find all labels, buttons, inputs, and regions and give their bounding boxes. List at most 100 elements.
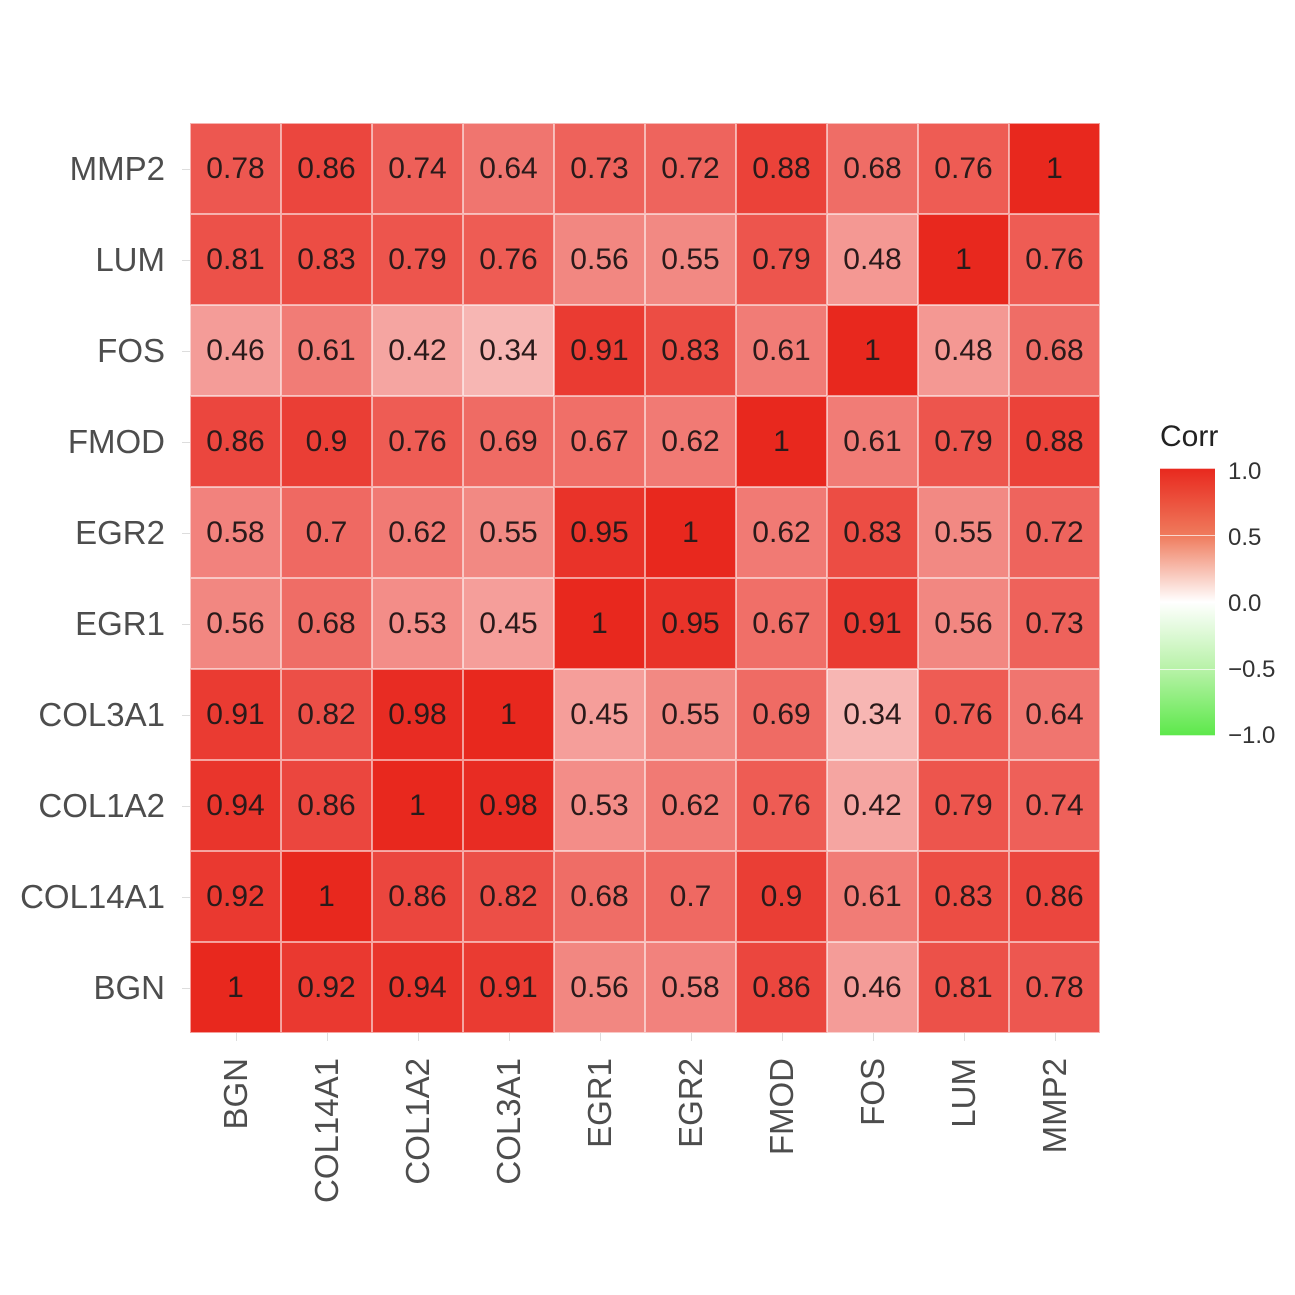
y-axis-label: FMOD [67, 422, 165, 460]
heatmap-cell: 0.73 [1009, 578, 1100, 669]
heatmap-cell: 0.62 [645, 760, 736, 851]
heatmap-cell: 0.79 [918, 760, 1009, 851]
x-axis-label: LUM [944, 1058, 982, 1128]
x-axis-label: COL14A1 [307, 1058, 345, 1203]
legend-label: 0.0 [1228, 590, 1262, 617]
x-axis-label: FMOD [762, 1058, 800, 1156]
heatmap-cell: 0.64 [463, 123, 554, 214]
heatmap-cell: 0.92 [281, 942, 372, 1033]
heatmap-cell: 0.45 [554, 669, 645, 760]
heatmap-cell: 0.76 [918, 123, 1009, 214]
x-axis-label: EGR1 [580, 1058, 618, 1148]
heatmap-cell: 0.34 [463, 305, 554, 396]
heatmap-cell: 0.72 [645, 123, 736, 214]
heatmap-cell: 0.61 [827, 851, 918, 942]
y-axis-tick [182, 987, 190, 989]
heatmap-cell: 1 [554, 578, 645, 669]
heatmap-cell: 0.55 [645, 669, 736, 760]
legend-title: Corr [1160, 420, 1219, 453]
heatmap-cell: 0.61 [736, 305, 827, 396]
heatmap-cell: 0.9 [281, 396, 372, 487]
heatmap-cell: 0.78 [190, 123, 281, 214]
heatmap-cell: 0.61 [281, 305, 372, 396]
y-axis-tick [182, 532, 190, 534]
heatmap-cell: 0.76 [463, 214, 554, 305]
legend-label: 0.5 [1228, 524, 1262, 551]
heatmap-cell: 0.83 [918, 851, 1009, 942]
heatmap-cell: 0.86 [736, 942, 827, 1033]
heatmap-cell: 1 [190, 942, 281, 1033]
heatmap-cell: 0.82 [281, 669, 372, 760]
x-axis-label: COL1A2 [398, 1058, 436, 1185]
x-axis-tick [417, 1033, 419, 1041]
y-axis-tick [182, 350, 190, 352]
heatmap-cell: 0.68 [827, 123, 918, 214]
heatmap-cell: 0.78 [1009, 942, 1100, 1033]
x-axis-tick [235, 1033, 237, 1041]
heatmap-cell: 1 [827, 305, 918, 396]
heatmap-cell: 0.68 [281, 578, 372, 669]
heatmap-cell: 1 [736, 396, 827, 487]
heatmap-cell: 0.73 [554, 123, 645, 214]
heatmap-cell: 0.94 [190, 760, 281, 851]
legend-tick [1160, 468, 1215, 469]
heatmap-cell: 0.76 [1009, 214, 1100, 305]
heatmap-cell: 0.46 [190, 305, 281, 396]
heatmap-cell: 0.81 [918, 942, 1009, 1033]
legend-label: −1.0 [1228, 722, 1276, 749]
heatmap-cell: 0.91 [463, 942, 554, 1033]
y-axis-tick [182, 168, 190, 170]
y-axis-label: LUM [95, 240, 165, 278]
heatmap-cell: 0.9 [736, 851, 827, 942]
heatmap-cell: 0.62 [645, 396, 736, 487]
heatmap-cell: 0.56 [554, 214, 645, 305]
heatmap-cell: 0.42 [372, 305, 463, 396]
heatmap-cell: 0.56 [554, 942, 645, 1033]
x-axis-tick [963, 1033, 965, 1041]
heatmap-cell: 0.98 [463, 760, 554, 851]
heatmap-cell: 0.76 [372, 396, 463, 487]
heatmap-cell: 0.69 [736, 669, 827, 760]
y-axis-tick [182, 714, 190, 716]
legend-tick [1160, 535, 1215, 536]
heatmap-cell: 0.68 [554, 851, 645, 942]
heatmap-cell: 0.82 [463, 851, 554, 942]
heatmap-cell: 0.98 [372, 669, 463, 760]
heatmap-cell: 0.86 [1009, 851, 1100, 942]
heatmap-cell: 0.91 [827, 578, 918, 669]
heatmap-cell: 1 [281, 851, 372, 942]
heatmap-cell: 0.74 [372, 123, 463, 214]
y-axis-tick [182, 896, 190, 898]
heatmap-cell: 0.95 [554, 487, 645, 578]
x-axis-tick [1054, 1033, 1056, 1041]
heatmap-cell: 0.56 [190, 578, 281, 669]
heatmap-cell: 0.86 [281, 760, 372, 851]
legend-tick [1160, 735, 1215, 736]
heatmap-cell: 0.48 [827, 214, 918, 305]
y-axis-label: BGN [93, 968, 165, 1006]
heatmap-cell: 0.76 [736, 760, 827, 851]
heatmap-cell: 1 [645, 487, 736, 578]
x-axis-tick [326, 1033, 328, 1041]
heatmap-cell: 0.81 [190, 214, 281, 305]
heatmap-cell: 0.83 [281, 214, 372, 305]
y-axis-label: COL1A2 [38, 786, 165, 824]
heatmap-cell: 0.86 [372, 851, 463, 942]
heatmap-cell: 0.42 [827, 760, 918, 851]
x-axis-tick [872, 1033, 874, 1041]
x-axis-label: COL3A1 [489, 1058, 527, 1185]
x-axis-label: EGR2 [671, 1058, 709, 1148]
heatmap-cell: 0.62 [736, 487, 827, 578]
heatmap-cell: 0.69 [463, 396, 554, 487]
heatmap-cell: 0.48 [918, 305, 1009, 396]
heatmap-cell: 0.79 [736, 214, 827, 305]
y-axis-tick [182, 805, 190, 807]
heatmap-cell: 0.55 [645, 214, 736, 305]
x-axis-label: FOS [853, 1058, 891, 1126]
heatmap-cell: 0.46 [827, 942, 918, 1033]
legend-label: −0.5 [1228, 656, 1276, 683]
heatmap-cell: 0.79 [372, 214, 463, 305]
heatmap-cell: 0.55 [463, 487, 554, 578]
heatmap-cell: 0.86 [281, 123, 372, 214]
heatmap-cell: 0.86 [190, 396, 281, 487]
